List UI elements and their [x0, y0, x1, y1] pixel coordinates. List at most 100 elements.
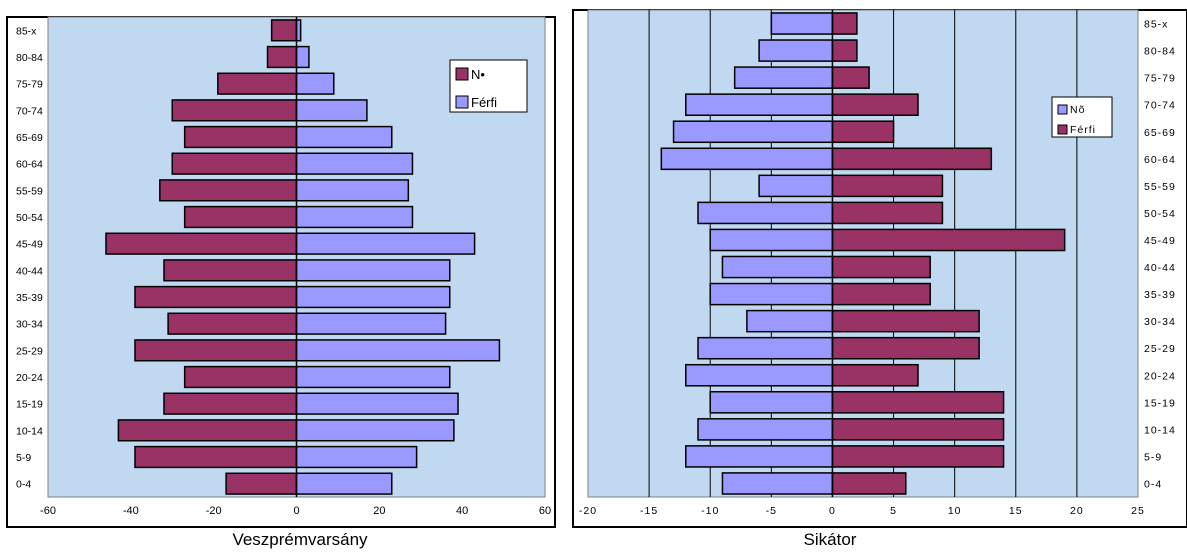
chart1-bar: [171, 99, 298, 122]
chart2-bar: [831, 336, 980, 360]
chart2-bar: [709, 282, 834, 306]
chart2-tick-label: 10: [948, 505, 962, 517]
chart2-bar: [831, 228, 1066, 252]
chart1-legend-label: Férfi: [471, 95, 497, 110]
chart1-legend-label: N•: [471, 67, 485, 82]
chart2-bar: [831, 363, 919, 387]
chart2-bar: [685, 93, 834, 116]
chart1-bar: [295, 205, 414, 229]
chart1-tick-label: 40: [456, 505, 468, 517]
chart2-legend-swatch: [1057, 104, 1068, 115]
chart2-tick-label: -20: [579, 505, 597, 517]
chart2-category-label: 65-69: [1144, 127, 1176, 139]
chart2-tick-label: 25: [1131, 505, 1145, 517]
chart1-bar: [295, 99, 368, 122]
chart1-tick-label: 20: [373, 505, 385, 517]
chart1-category-label: 35-39: [16, 292, 43, 304]
chart2-category-label: 20-24: [1144, 370, 1176, 382]
chart1-category-label: 30-34: [16, 319, 43, 331]
chart2-legend-swatch: [1057, 124, 1068, 135]
chart1-bar: [295, 365, 451, 389]
chart2-tick-label: 5: [890, 505, 897, 517]
chart1-legend-swatch: [455, 95, 469, 109]
chart2-bar: [831, 12, 858, 35]
chart1-bar: [295, 392, 459, 415]
chart2-bar: [831, 418, 1005, 441]
chart1-tick-label: 0: [293, 505, 299, 517]
chart1-bar: [163, 392, 298, 415]
chart2-bar: [721, 255, 834, 279]
chart2-tick-label: 15: [1009, 505, 1023, 517]
chart1-category-label: 65-69: [16, 132, 43, 144]
chart1-bar: [295, 259, 451, 282]
chart1-bar: [295, 152, 414, 175]
chart1-bar: [217, 72, 298, 95]
chart2-category-label: 40-44: [1144, 262, 1176, 274]
chart2-bar: [721, 472, 834, 495]
chart1-category-label: 75-79: [16, 79, 43, 91]
chart2-bar: [685, 445, 834, 468]
chart1-tick-label: -20: [206, 505, 222, 517]
chart2-category-label: 50-54: [1144, 208, 1176, 220]
chart1-bar: [295, 72, 335, 95]
chart1-bar: [117, 419, 298, 442]
chart1-bar: [295, 285, 451, 309]
chart1-bar: [134, 285, 298, 309]
chart2-bar: [831, 201, 944, 225]
chart2-caption: Sikátor: [803, 530, 857, 549]
chart1-caption: Veszprémvarsány: [232, 530, 368, 549]
chart2-bar: [831, 391, 1005, 414]
chart1-category-label: 25-29: [16, 345, 43, 357]
chart1-bar: [183, 125, 298, 149]
chart1-bar: [295, 339, 501, 362]
chart2-category-label: 35-39: [1144, 289, 1176, 301]
chart1-category-label: 5-9: [16, 452, 31, 464]
chart1-category-label: 15-19: [16, 399, 43, 411]
chart2-category-label: 10-14: [1144, 424, 1176, 436]
chart1-bar: [171, 152, 298, 175]
chart2-bar: [733, 66, 834, 89]
chart1-category-label: 80-84: [16, 52, 43, 64]
chart2-bar: [709, 228, 834, 252]
chart2-bar: [660, 147, 834, 171]
chart1-bar: [295, 472, 393, 495]
chart1-legend-swatch: [455, 67, 469, 81]
chart2-category-label: 85-x: [1144, 19, 1168, 31]
chart2-bar: [697, 418, 834, 441]
chart1-category-label: 70-74: [16, 105, 43, 117]
chart2-category-label: 0-4: [1144, 478, 1162, 490]
chart2-category-label: 25-29: [1144, 343, 1176, 355]
chart1-category-label: 60-64: [16, 159, 43, 171]
chart1-bar: [295, 45, 310, 69]
chart2-bar: [831, 66, 870, 89]
chart1-tick-label: -40: [123, 505, 139, 517]
chart2-bar: [770, 12, 834, 35]
chart2-legend-label: Férfi: [1070, 124, 1096, 136]
chart1-bar: [295, 445, 418, 469]
chart2-bar: [831, 120, 895, 144]
chart2-tick-label: -5: [766, 505, 777, 517]
chart2-bar: [831, 147, 993, 171]
chart1-bar: [105, 232, 298, 255]
chart2-bar: [831, 39, 858, 62]
chart1-tick-label: -60: [40, 505, 56, 517]
chart2-bar: [831, 445, 1005, 468]
chart1-bar: [295, 179, 410, 202]
chart2-category-label: 30-34: [1144, 316, 1176, 328]
chart1-bar: [270, 19, 298, 42]
chart2-bar: [831, 282, 931, 306]
chart1-category-label: 10-14: [16, 425, 43, 437]
chart2-bar: [831, 472, 907, 495]
chart2-bar: [697, 201, 834, 225]
chart2-category-label: 80-84: [1144, 46, 1176, 58]
chart1-bar: [183, 205, 298, 229]
chart1-bar: [225, 472, 298, 495]
chart2-bar: [758, 174, 834, 198]
chart2-bar: [685, 363, 834, 387]
chart1-tick-label: 60: [539, 505, 551, 517]
chart1-bar: [134, 339, 298, 362]
chart1-bar: [266, 45, 298, 69]
chart2-tick-label: -15: [640, 505, 658, 517]
chart2-category-label: 60-64: [1144, 154, 1176, 166]
